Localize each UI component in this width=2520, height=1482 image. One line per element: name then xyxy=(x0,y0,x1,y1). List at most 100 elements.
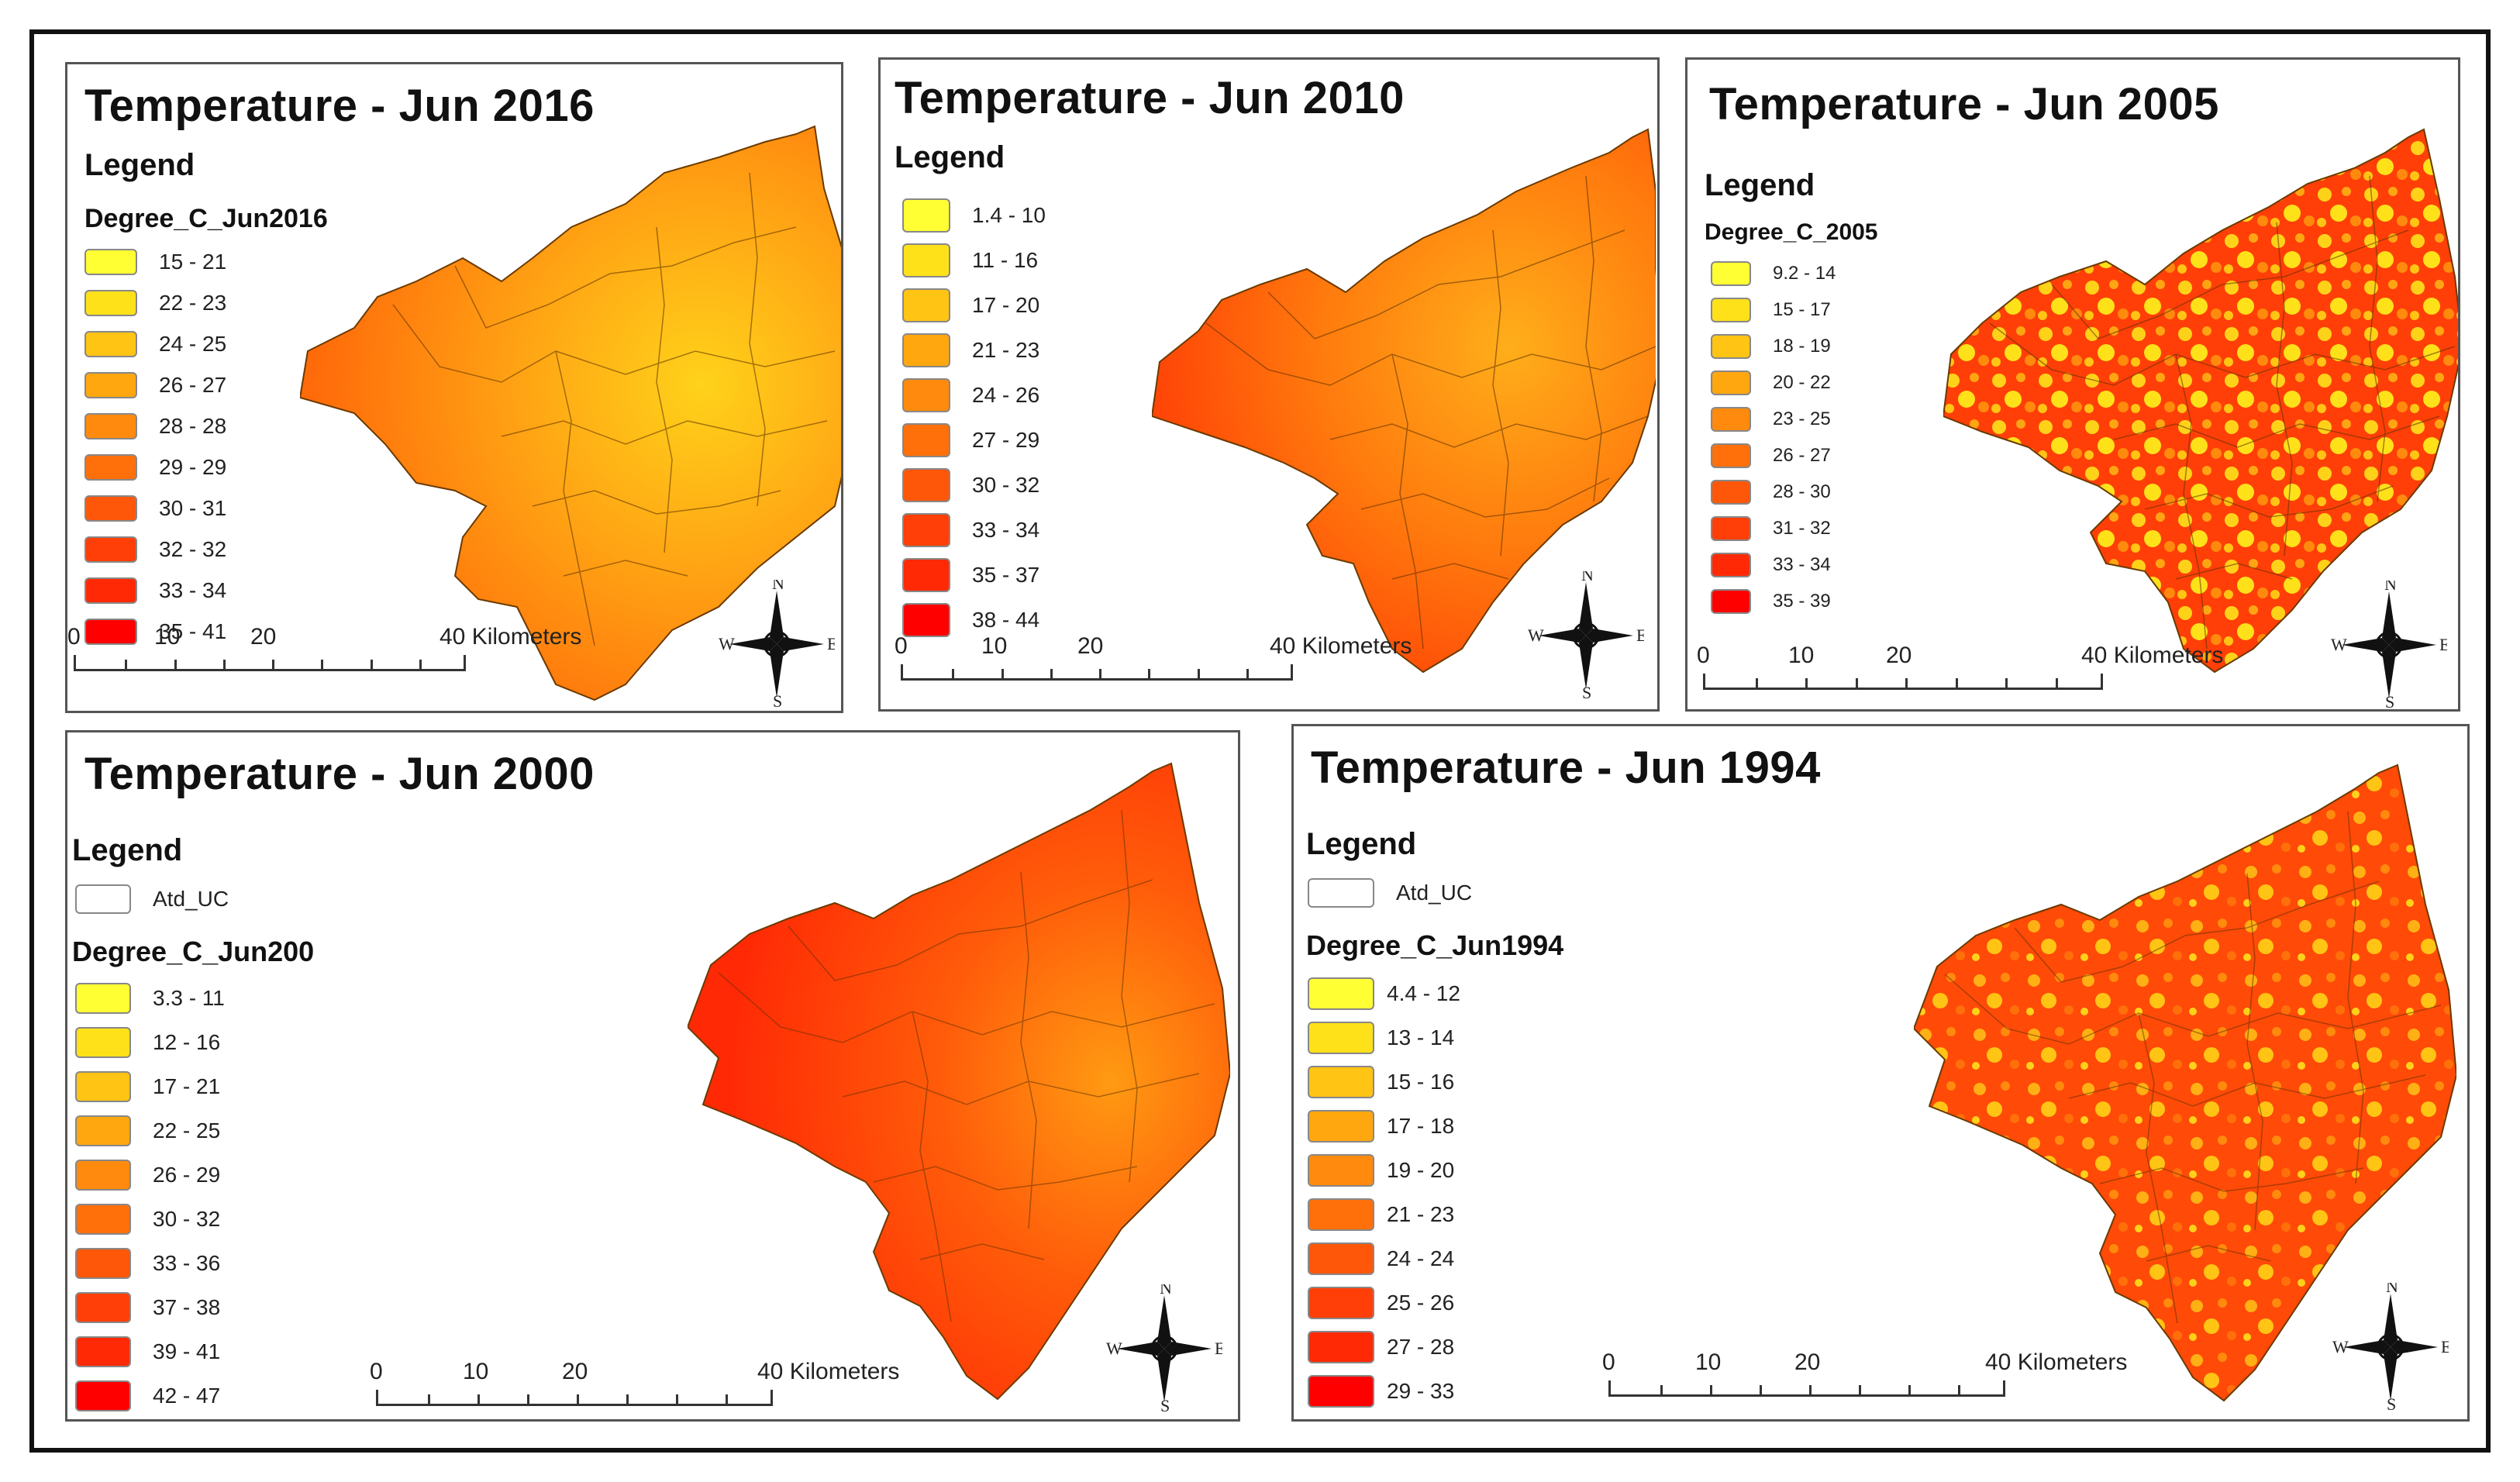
legend-label: 26 - 27 xyxy=(159,372,227,397)
legend-row: 39 - 41 xyxy=(75,1329,225,1373)
legend-swatch xyxy=(1308,1198,1374,1231)
legend-row: 30 - 32 xyxy=(75,1197,225,1241)
legend-row: 35 - 39 xyxy=(1711,583,1836,619)
legend-swatch xyxy=(75,1026,131,1058)
legend-label: 26 - 27 xyxy=(1773,444,1831,466)
scale-minor-tick xyxy=(174,660,177,669)
legend-classes: 1.4 - 10 11 - 16 17 - 20 21 - 23 24 - 26… xyxy=(902,193,1046,643)
legend-swatch xyxy=(1308,1153,1374,1187)
legend-label: 29 - 33 xyxy=(1387,1378,1455,1403)
legend-classes: 3.3 - 11 12 - 16 17 - 21 22 - 25 26 - 29… xyxy=(75,976,225,1418)
legend-swatch xyxy=(84,453,137,481)
legend-label: 28 - 30 xyxy=(1773,481,1831,502)
legend-row: 33 - 36 xyxy=(75,1241,225,1285)
legend-row: 24 - 24 xyxy=(1308,1236,1460,1280)
map-panel-jun-2010: Temperature - Jun 2010 Legend 1.4 - 10 1… xyxy=(878,57,1660,712)
scale-label: 20 xyxy=(1077,633,1104,659)
legend-swatch xyxy=(1711,515,1751,541)
panel-title: Temperature - Jun 2010 xyxy=(895,73,1405,123)
legend-label: 4.4 - 12 xyxy=(1387,981,1460,1005)
scale-minor-tick xyxy=(1805,678,1808,688)
legend-row: 26 - 27 xyxy=(84,364,226,405)
scale-minor-tick xyxy=(1908,1385,1911,1394)
compass-n: N xyxy=(2386,1283,2398,1296)
legend-row: 35 - 37 xyxy=(902,553,1046,598)
scale-label: 20 xyxy=(1886,643,1912,668)
compass-w: W xyxy=(2331,635,2347,654)
legend-classes: 4.4 - 12 13 - 14 15 - 16 17 - 18 19 - 20… xyxy=(1308,971,1460,1413)
legend-swatch xyxy=(75,1336,131,1367)
legend-label: 29 - 29 xyxy=(159,454,227,479)
legend-swatch xyxy=(902,243,950,277)
legend-row: 15 - 17 xyxy=(1711,291,1836,328)
legend-label: 21 - 23 xyxy=(972,338,1040,362)
legend-swatch xyxy=(75,1159,131,1191)
legend-swatch xyxy=(902,513,950,547)
legend-heading: Legend xyxy=(84,148,195,182)
compass-s: S xyxy=(2385,692,2394,708)
legend-heading: Legend xyxy=(72,833,183,867)
legend-row: 27 - 28 xyxy=(1308,1325,1460,1369)
legend-label: 22 - 25 xyxy=(153,1118,221,1143)
legend-label: 12 - 16 xyxy=(153,1029,221,1054)
scale-label: 40 Kilometers xyxy=(440,624,582,650)
legend-label: 42 - 47 xyxy=(153,1383,221,1408)
legend-label: 28 - 28 xyxy=(159,413,227,438)
legend-label: 17 - 18 xyxy=(1387,1113,1455,1138)
legend-label: 33 - 34 xyxy=(972,518,1040,542)
compass-s: S xyxy=(1582,683,1591,699)
legend-row: 28 - 28 xyxy=(84,405,226,446)
scale-minor-tick xyxy=(370,660,373,669)
legend-row: 26 - 29 xyxy=(75,1153,225,1197)
legend-row: 23 - 25 xyxy=(1711,401,1836,437)
scale-ruler xyxy=(901,664,1293,681)
legend-label: 18 - 19 xyxy=(1773,335,1831,357)
legend-row: 15 - 21 xyxy=(84,241,226,282)
district-shape xyxy=(688,762,1230,1401)
legend-field-name: Degree_C_Jun1994 xyxy=(1306,929,1564,961)
scale-label: 0 xyxy=(370,1359,383,1384)
subdivision-lines xyxy=(1205,175,1656,650)
legend-row: 15 - 16 xyxy=(1308,1060,1460,1104)
legend-swatch xyxy=(1308,878,1374,908)
scale-minor-tick xyxy=(1148,669,1151,678)
scale-minor-tick xyxy=(1710,1385,1712,1394)
legend-swatch xyxy=(1711,406,1751,432)
north-arrow-icon: N S E W xyxy=(1528,571,1644,699)
legend-row: 29 - 33 xyxy=(1308,1369,1460,1413)
scale-minor-tick xyxy=(1099,669,1101,678)
legend-row: 21 - 23 xyxy=(902,328,1046,373)
legend-label: 21 - 23 xyxy=(1387,1201,1455,1226)
scale-label: 10 xyxy=(1695,1349,1722,1375)
legend-heading: Legend xyxy=(1306,827,1417,861)
legend-swatch xyxy=(75,1070,131,1102)
scale-minor-tick xyxy=(726,1394,728,1404)
legend-swatch xyxy=(1711,260,1751,286)
scale-minor-tick xyxy=(1001,669,1004,678)
legend-label: 38 - 44 xyxy=(972,608,1040,632)
legend-label: 23 - 25 xyxy=(1773,408,1831,429)
boundary-layer-legend: Atd_UC xyxy=(1308,878,1472,908)
legend-swatch xyxy=(1308,1065,1374,1098)
legend-swatch xyxy=(75,1115,131,1146)
legend-row: 19 - 20 xyxy=(1308,1148,1460,1192)
legend-row: 30 - 31 xyxy=(84,488,226,529)
compass-s: S xyxy=(1160,1396,1170,1412)
legend-label: 9.2 - 14 xyxy=(1773,262,1836,284)
legend-label: 3.3 - 11 xyxy=(153,985,225,1010)
legend-row: 9.2 - 14 xyxy=(1711,255,1836,291)
compass-s: S xyxy=(773,691,782,708)
legend-swatch xyxy=(1308,1021,1374,1054)
legend-row: 42 - 47 xyxy=(75,1373,225,1418)
district-shape xyxy=(1914,763,2456,1402)
legend-row: 33 - 34 xyxy=(902,508,1046,553)
scale-label: 10 xyxy=(981,633,1008,659)
scale-minor-tick xyxy=(527,1394,529,1404)
legend-field-name: Degree_C_2005 xyxy=(1705,219,1878,245)
scale-minor-tick xyxy=(1755,678,1758,688)
scale-minor-tick xyxy=(1660,1385,1663,1394)
legend-row: 21 - 23 xyxy=(1308,1192,1460,1236)
legend-swatch xyxy=(84,495,137,522)
scale-minor-tick xyxy=(1905,678,1908,688)
compass-e: E xyxy=(1215,1339,1222,1358)
